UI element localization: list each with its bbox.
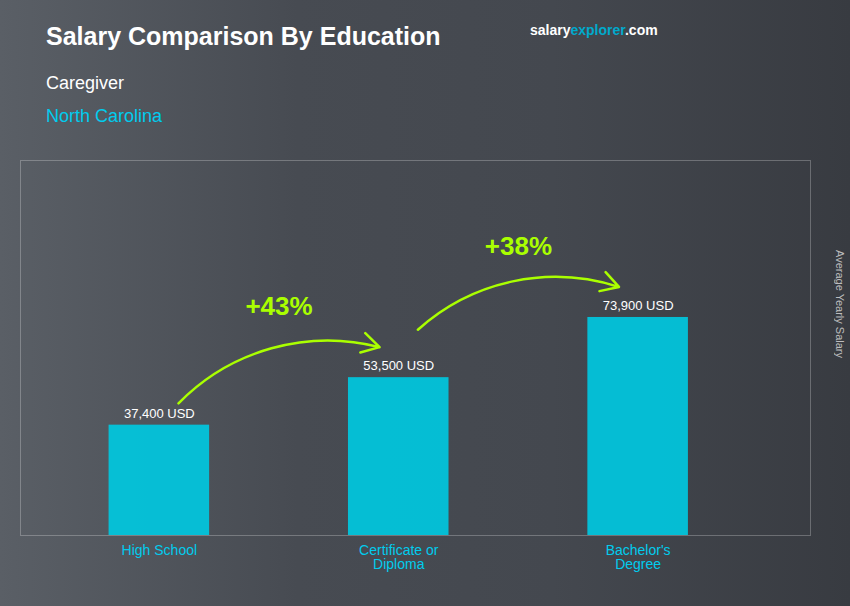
html-text:Average Yearly Salary: Average Yearly Salary [834, 250, 846, 358]
svg-text:+38%: +38% [485, 231, 552, 261]
svg-text:Bachelor'sDegree: Bachelor'sDegree [606, 542, 671, 572]
html-text:Caregiver: Caregiver [46, 73, 124, 93]
html-text:salary explorer.com: salary explorer.com [530, 22, 658, 38]
svg-text:73,900 USD: 73,900 USD [603, 298, 674, 313]
svg-text:53,500 USD: 53,500 USD [363, 358, 434, 373]
svg-text:High School: High School [122, 542, 198, 558]
svg-text:+43%: +43% [245, 291, 312, 321]
svg-text:Certificate orDiploma: Certificate orDiploma [359, 542, 439, 572]
html-text:Salary Comparison By Education: Salary Comparison By Education [46, 22, 441, 50]
html-text:North Carolina: North Carolina [46, 106, 163, 126]
svg-text:37,400 USD: 37,400 USD [124, 406, 195, 421]
